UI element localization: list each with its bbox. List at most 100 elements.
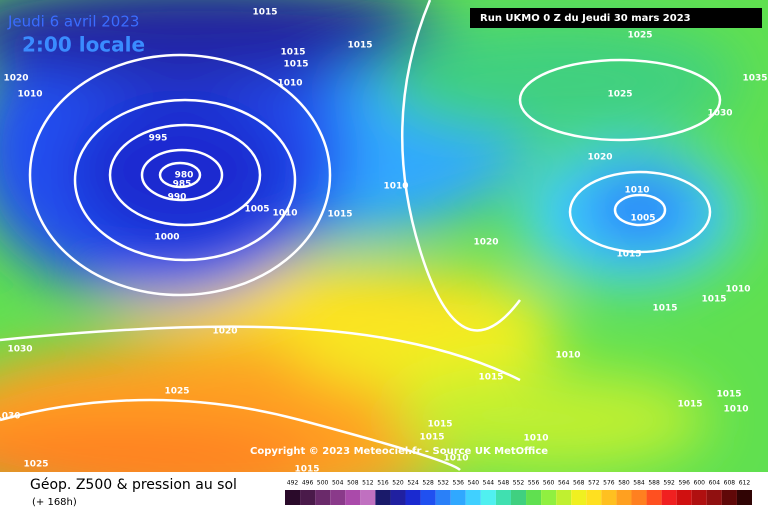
isobar-label: 1010 xyxy=(723,405,748,415)
scale-swatch xyxy=(285,490,301,505)
isobar-label: 1015 xyxy=(327,210,352,220)
scale-swatch xyxy=(375,490,391,505)
scale-swatch xyxy=(300,490,316,505)
scale-swatch xyxy=(676,490,692,505)
footer-lead: (+ 168h) xyxy=(32,497,77,508)
footer-title: Géop. Z500 & pression au sol xyxy=(30,477,237,493)
isobar-label: 1025 xyxy=(164,387,189,397)
scale-label: 584 xyxy=(633,480,645,487)
run-box xyxy=(470,8,762,28)
run: Run UKMO 0 Z du Jeudi 30 mars 2023 xyxy=(480,13,691,24)
scale-label: 520 xyxy=(392,480,404,487)
scale-label: 536 xyxy=(453,480,465,487)
scale-swatch xyxy=(435,490,451,505)
scale-swatch xyxy=(390,490,406,505)
isobar-label: 1015 xyxy=(716,390,741,400)
scale-label: 512 xyxy=(362,480,374,487)
scale-swatch xyxy=(495,490,511,505)
scale-swatch xyxy=(405,490,421,505)
date: Jeudi 6 avril 2023 xyxy=(7,13,139,31)
isobar-label: 1015 xyxy=(427,420,452,430)
scale-swatch xyxy=(556,490,572,505)
scale-label: 568 xyxy=(573,480,585,487)
isobar-label: 1010 xyxy=(443,454,468,464)
scale-label: 604 xyxy=(709,480,721,487)
scale-swatch xyxy=(450,490,466,505)
scale-swatch xyxy=(616,490,632,505)
scale-swatch xyxy=(571,490,587,505)
isobar-label: 1015 xyxy=(419,433,444,443)
scale-swatch xyxy=(601,490,617,505)
scale-label: 532 xyxy=(437,480,449,487)
scale-label: 516 xyxy=(377,480,389,487)
isobar-label: 1025 xyxy=(627,31,652,41)
scale-label: 524 xyxy=(407,480,419,487)
scale-label: 572 xyxy=(588,480,600,487)
scale-swatch xyxy=(661,490,677,505)
isobar-label: 1015 xyxy=(701,295,726,305)
scale-label: 612 xyxy=(739,480,751,487)
isobar-label: 1020 xyxy=(212,327,237,337)
isobar-label: 1010 xyxy=(277,79,302,89)
scale-label: 500 xyxy=(317,480,329,487)
scale-swatch xyxy=(526,490,542,505)
scale-label: 576 xyxy=(603,480,615,487)
scale-label: 492 xyxy=(287,480,299,487)
scale-swatch xyxy=(541,490,557,505)
isobar-label: 1030 xyxy=(707,109,732,119)
scale-label: 564 xyxy=(558,480,570,487)
isobar-label: 980 xyxy=(175,171,194,181)
isobar-label: 1015 xyxy=(280,48,305,58)
scale-swatch xyxy=(465,490,481,505)
isobar-label: 1010 xyxy=(523,434,548,444)
scale-swatch xyxy=(360,490,376,505)
scale-label: 580 xyxy=(618,480,630,487)
scale-label: 504 xyxy=(332,480,344,487)
isobar-label: 1010 xyxy=(383,182,408,192)
scale-swatch xyxy=(315,490,331,505)
scale-swatch xyxy=(480,490,496,505)
isobar-label: 1030 xyxy=(7,345,32,355)
copyright: Copyright © 2023 Meteociel.fr - Source U… xyxy=(250,446,548,457)
isobar-label: 1020 xyxy=(3,74,28,84)
isobar-label: 1010 xyxy=(725,285,750,295)
scale-label: 596 xyxy=(678,480,690,487)
isobar-label: 1015 xyxy=(283,60,308,70)
isobar-label: 1005 xyxy=(630,214,655,224)
scale-label: 528 xyxy=(422,480,434,487)
isobar-label: 1000 xyxy=(154,233,179,243)
scale-swatch xyxy=(646,490,662,505)
isobar-label: 1015 xyxy=(252,8,277,18)
scale-label: 508 xyxy=(347,480,359,487)
scale-swatch xyxy=(631,490,647,505)
scale-swatch xyxy=(345,490,361,505)
scale-label: 544 xyxy=(483,480,495,487)
isobar-label: 1010 xyxy=(17,90,42,100)
isobar-label: 1005 xyxy=(244,205,269,215)
isobar-label: 1015 xyxy=(478,373,503,383)
scale-label: 556 xyxy=(528,480,540,487)
scale-swatch xyxy=(510,490,527,505)
scale-swatch xyxy=(736,490,752,505)
scale-swatch xyxy=(420,490,436,505)
scale-label: 588 xyxy=(648,480,660,487)
isobar-label: 1010 xyxy=(272,209,297,219)
time: 2:00 locale xyxy=(22,33,145,57)
isobar-label: 1030 xyxy=(0,412,21,422)
isobar-label: 1010 xyxy=(555,351,580,361)
isobar-label: 1025 xyxy=(607,90,632,100)
isobar-label: 1020 xyxy=(587,153,612,163)
scale-label: 592 xyxy=(663,480,675,487)
scale-label: 560 xyxy=(543,480,555,487)
scale-swatch xyxy=(330,490,346,505)
isobar-label: 985 xyxy=(173,180,192,190)
scale-swatch xyxy=(586,490,602,505)
scale-label: 540 xyxy=(468,480,480,487)
isobar-label: 1035 xyxy=(742,74,767,84)
isobar-label: 1010 xyxy=(624,186,649,196)
isobar-label: 1025 xyxy=(23,460,48,470)
scale-swatch xyxy=(706,490,722,505)
isobar-label: 1015 xyxy=(652,304,677,314)
